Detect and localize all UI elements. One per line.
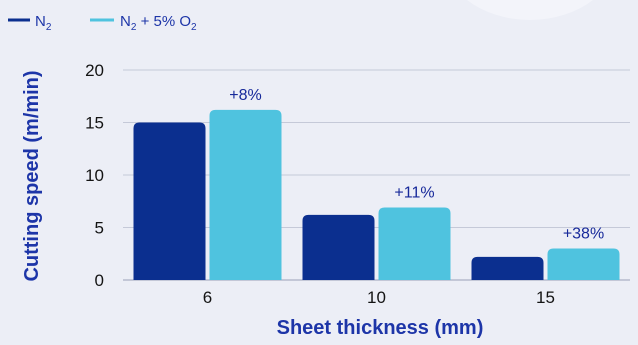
bar-annotation: +11% — [394, 185, 434, 202]
bar-n2-o2-6 — [209, 109, 282, 281]
y-axis-ticks: 0 5 10 15 20 — [85, 61, 104, 290]
bar-annotations: +8% +11% +38% — [229, 87, 604, 243]
y-tick-label: 5 — [95, 219, 104, 238]
bar-n2-10 — [302, 214, 375, 280]
bars — [133, 109, 620, 281]
bar-annotation: +8% — [229, 87, 261, 104]
legend-label-n2-o2: N2 + 5% O2 — [120, 13, 197, 33]
y-axis-title: Cutting speed (m/min) — [21, 70, 43, 281]
x-axis-title: Sheet thickness (mm) — [277, 317, 484, 339]
x-tick-label: 10 — [367, 288, 386, 307]
x-tick-label: 6 — [203, 288, 212, 307]
y-tick-label: 10 — [85, 166, 104, 185]
y-tick-label: 15 — [85, 114, 104, 133]
grid-lines — [123, 69, 630, 281]
y-tick-label: 20 — [85, 61, 104, 80]
bar-n2-6 — [133, 122, 206, 280]
bar-n2-o2-15 — [547, 248, 620, 280]
legend: N2 N2 + 5% O2 — [8, 13, 197, 33]
bar-annotation: +38% — [563, 226, 604, 243]
x-axis-ticks: 6 10 15 — [203, 288, 555, 307]
bar-n2-o2-10 — [378, 207, 451, 280]
y-tick-label: 0 — [95, 271, 104, 290]
legend-label-n2: N2 — [35, 13, 52, 33]
x-tick-label: 15 — [536, 288, 555, 307]
bar-n2-15 — [471, 256, 544, 280]
